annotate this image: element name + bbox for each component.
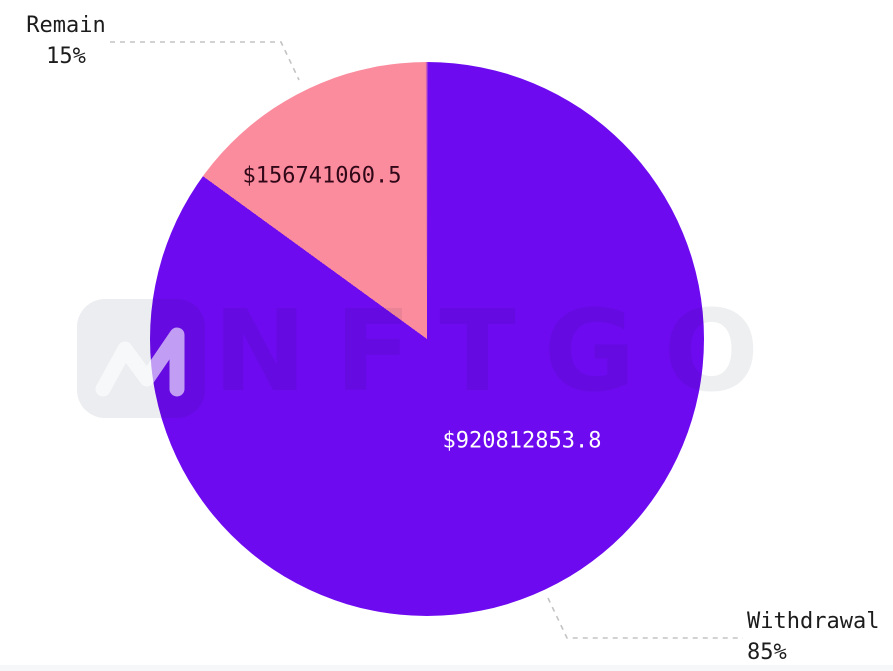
remain-callout-label: Remain [26,13,106,38]
withdrawal-callout: Withdrawal 85% [747,606,879,668]
withdrawal-callout-percent: 85% [747,640,787,665]
value-label-remain: $156741060.5 [242,163,402,189]
remain-callout-percent: 15% [46,44,86,69]
pie [150,62,704,616]
withdrawal-callout-label: Withdrawal [747,609,880,634]
value-label-withdrawal: $920812853.8 [442,428,602,454]
remain-callout: Remain 15% [10,10,122,72]
withdrawal-leader-line [547,597,743,639]
page-bottom-edge [0,665,893,671]
remain-leader-line [110,41,300,81]
